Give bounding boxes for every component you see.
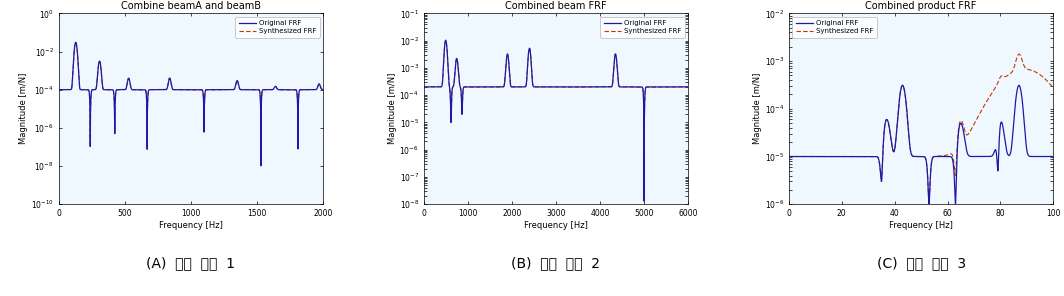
- Original FRF: [187, 88, 200, 91]
- Original FRF: [431, 85, 444, 89]
- Legend: Original FRF, Synthesized FRF: Original FRF, Synthesized FRF: [600, 17, 685, 38]
- Text: (B)  해석  모델  2: (B) 해석 모델 2: [512, 256, 600, 271]
- Title: Combined beam FRF: Combined beam FRF: [505, 1, 606, 11]
- Line: Original FRF: Original FRF: [423, 40, 688, 201]
- Synthesized FRF: [456, 88, 469, 91]
- Synthesized FRF: [121, 82, 134, 85]
- Y-axis label: Magnitude [m/N]: Magnitude [m/N]: [387, 73, 397, 144]
- Original FRF: [121, 81, 134, 85]
- Original FRF: [456, 88, 469, 91]
- Original FRF: [417, 85, 430, 89]
- Original FRF: [682, 85, 695, 89]
- Original FRF: [254, 164, 267, 168]
- Original FRF: [213, 88, 226, 91]
- Synthesized FRF: [213, 88, 226, 91]
- Original FRF: [69, 41, 82, 44]
- Original FRF: [783, 155, 796, 158]
- Legend: Original FRF, Synthesized FRF: Original FRF, Synthesized FRF: [235, 17, 319, 38]
- Y-axis label: Magnitude [m/N]: Magnitude [m/N]: [752, 73, 762, 144]
- Original FRF: [637, 199, 650, 203]
- Text: (C)  해석  모델  3: (C) 해석 모델 3: [877, 256, 966, 271]
- X-axis label: Frequency [Hz]: Frequency [Hz]: [523, 221, 588, 230]
- Synthesized FRF: [556, 85, 569, 89]
- Original FRF: [797, 155, 810, 158]
- Original FRF: [553, 85, 566, 89]
- Line: Synthesized FRF: Synthesized FRF: [789, 54, 1053, 204]
- Synthesized FRF: [486, 85, 499, 89]
- Original FRF: [921, 186, 934, 189]
- Line: Original FRF: Original FRF: [789, 85, 1053, 204]
- Synthesized FRF: [797, 155, 810, 158]
- Original FRF: [92, 67, 104, 71]
- Original FRF: [439, 38, 452, 42]
- X-axis label: Frequency [Hz]: Frequency [Hz]: [890, 221, 953, 230]
- Synthesized FRF: [92, 67, 104, 71]
- Original FRF: [821, 155, 834, 158]
- Y-axis label: Magnitude [m/N]: Magnitude [m/N]: [19, 73, 28, 144]
- Line: Synthesized FRF: Synthesized FRF: [59, 42, 323, 166]
- Original FRF: [192, 88, 204, 91]
- Synthesized FRF: [851, 155, 864, 158]
- Title: Combined product FRF: Combined product FRF: [865, 1, 977, 11]
- Synthesized FRF: [921, 185, 934, 189]
- Synthesized FRF: [417, 85, 430, 89]
- Original FRF: [918, 155, 931, 159]
- Synthesized FRF: [1047, 86, 1060, 90]
- Synthesized FRF: [431, 85, 444, 89]
- Original FRF: [896, 83, 909, 87]
- Synthesized FRF: [944, 152, 957, 156]
- Synthesized FRF: [821, 155, 834, 158]
- Legend: Original FRF, Synthesized FRF: Original FRF, Synthesized FRF: [793, 17, 877, 38]
- Synthesized FRF: [66, 73, 79, 77]
- Synthesized FRF: [783, 155, 796, 158]
- Original FRF: [317, 88, 330, 91]
- Synthesized FRF: [192, 88, 204, 91]
- Original FRF: [556, 85, 569, 89]
- Synthesized FRF: [254, 164, 267, 168]
- Original FRF: [944, 155, 957, 158]
- Original FRF: [1047, 155, 1060, 158]
- Synthesized FRF: [578, 85, 591, 89]
- Synthesized FRF: [187, 88, 200, 91]
- Synthesized FRF: [922, 202, 935, 206]
- Synthesized FRF: [637, 200, 650, 203]
- Synthesized FRF: [553, 85, 566, 89]
- Original FRF: [486, 85, 499, 89]
- Line: Synthesized FRF: Synthesized FRF: [423, 40, 688, 201]
- Synthesized FRF: [69, 41, 82, 44]
- Synthesized FRF: [1013, 52, 1026, 56]
- Synthesized FRF: [682, 85, 695, 89]
- Line: Original FRF: Original FRF: [59, 42, 323, 166]
- Title: Combine beamA and beamB: Combine beamA and beamB: [121, 1, 261, 11]
- Original FRF: [949, 202, 962, 206]
- Original FRF: [66, 73, 79, 77]
- Synthesized FRF: [439, 38, 452, 42]
- Text: (A)  해석  모델  1: (A) 해석 모델 1: [147, 256, 235, 271]
- Synthesized FRF: [317, 88, 330, 91]
- Synthesized FRF: [918, 155, 931, 159]
- X-axis label: Frequency [Hz]: Frequency [Hz]: [159, 221, 222, 230]
- Synthesized FRF: [52, 88, 65, 91]
- Original FRF: [851, 155, 864, 158]
- Original FRF: [578, 85, 591, 89]
- Original FRF: [52, 88, 65, 91]
